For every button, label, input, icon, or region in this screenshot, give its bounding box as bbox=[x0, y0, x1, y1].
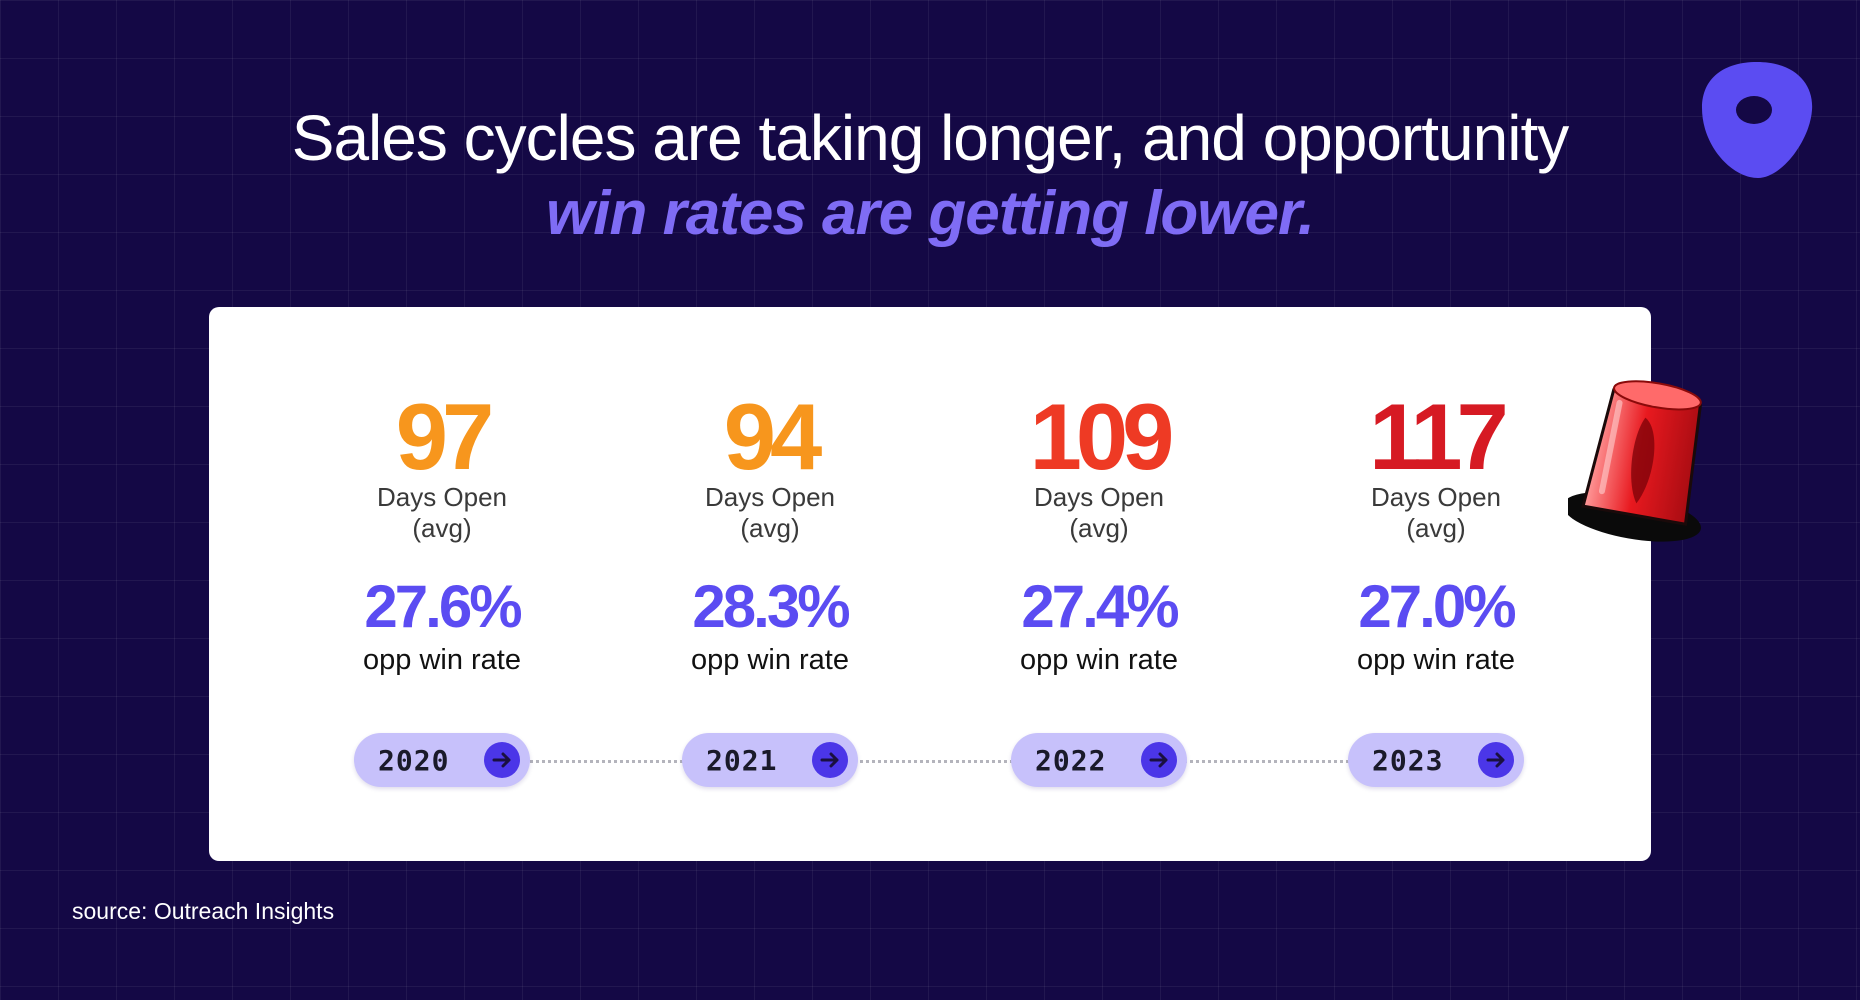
days-open-label-line-1: Days Open bbox=[704, 482, 836, 512]
timeline-dotted-line bbox=[439, 760, 1421, 763]
outreach-logo-icon bbox=[1702, 62, 1813, 178]
year-pill-2021[interactable]: 2021 bbox=[682, 733, 858, 787]
days-open-label-line-1: Days Open bbox=[1370, 482, 1502, 512]
win-rate-value: 27.0% bbox=[1358, 573, 1516, 640]
days-open-label-line-2: (avg) bbox=[740, 513, 800, 543]
days-open-label-line-2: (avg) bbox=[412, 513, 472, 543]
year-pill-2020[interactable]: 2020 bbox=[354, 733, 530, 787]
arrow-right-icon bbox=[1141, 742, 1177, 778]
days-open-value: 117 bbox=[1369, 384, 1509, 489]
win-rate-label: opp win rate bbox=[691, 644, 849, 676]
arrow-right-icon bbox=[484, 742, 520, 778]
year-label: 2022 bbox=[1035, 743, 1107, 777]
year-label: 2020 bbox=[378, 743, 450, 777]
win-rate-value: 27.4% bbox=[1021, 573, 1179, 640]
headline-line-2: win rates are getting lower. bbox=[546, 179, 1315, 248]
days-open-label-line-2: (avg) bbox=[1069, 513, 1129, 543]
source-caption: source: Outreach Insights bbox=[72, 898, 335, 924]
headline: Sales cycles are taking longer, and oppo… bbox=[0, 100, 1860, 252]
year-label: 2021 bbox=[706, 743, 778, 777]
win-rate-label: opp win rate bbox=[1020, 644, 1178, 676]
arrow-right-icon bbox=[1478, 742, 1514, 778]
days-open-value: 97 bbox=[395, 384, 495, 489]
days-open-label: Days Open (avg) bbox=[949, 482, 1249, 544]
year-label: 2023 bbox=[1372, 743, 1444, 777]
days-open-label: Days Open (avg) bbox=[620, 482, 920, 544]
win-rate-value: 28.3% bbox=[692, 573, 850, 640]
days-open-label-line-1: Days Open bbox=[376, 482, 508, 512]
days-open-label-line-1: Days Open bbox=[1033, 482, 1165, 512]
headline-line-1: Sales cycles are taking longer, and oppo… bbox=[291, 102, 1569, 174]
win-rate-label: opp win rate bbox=[1357, 644, 1515, 676]
win-rate-value: 27.6% bbox=[364, 573, 522, 640]
year-pill-2022[interactable]: 2022 bbox=[1011, 733, 1187, 787]
days-open-value: 109 bbox=[1029, 384, 1175, 489]
win-rate-label: opp win rate bbox=[363, 644, 521, 676]
arrow-right-icon bbox=[812, 742, 848, 778]
days-open-label: Days Open (avg) bbox=[292, 482, 592, 544]
days-open-label: Days Open (avg) bbox=[1286, 482, 1586, 544]
year-pill-2023[interactable]: 2023 bbox=[1348, 733, 1524, 787]
days-open-label-line-2: (avg) bbox=[1406, 513, 1466, 543]
days-open-value: 94 bbox=[723, 384, 823, 489]
stats-card: 97 Days Open (avg) 27.6% opp win rate 20… bbox=[209, 307, 1651, 861]
siren-icon bbox=[1568, 380, 1702, 542]
